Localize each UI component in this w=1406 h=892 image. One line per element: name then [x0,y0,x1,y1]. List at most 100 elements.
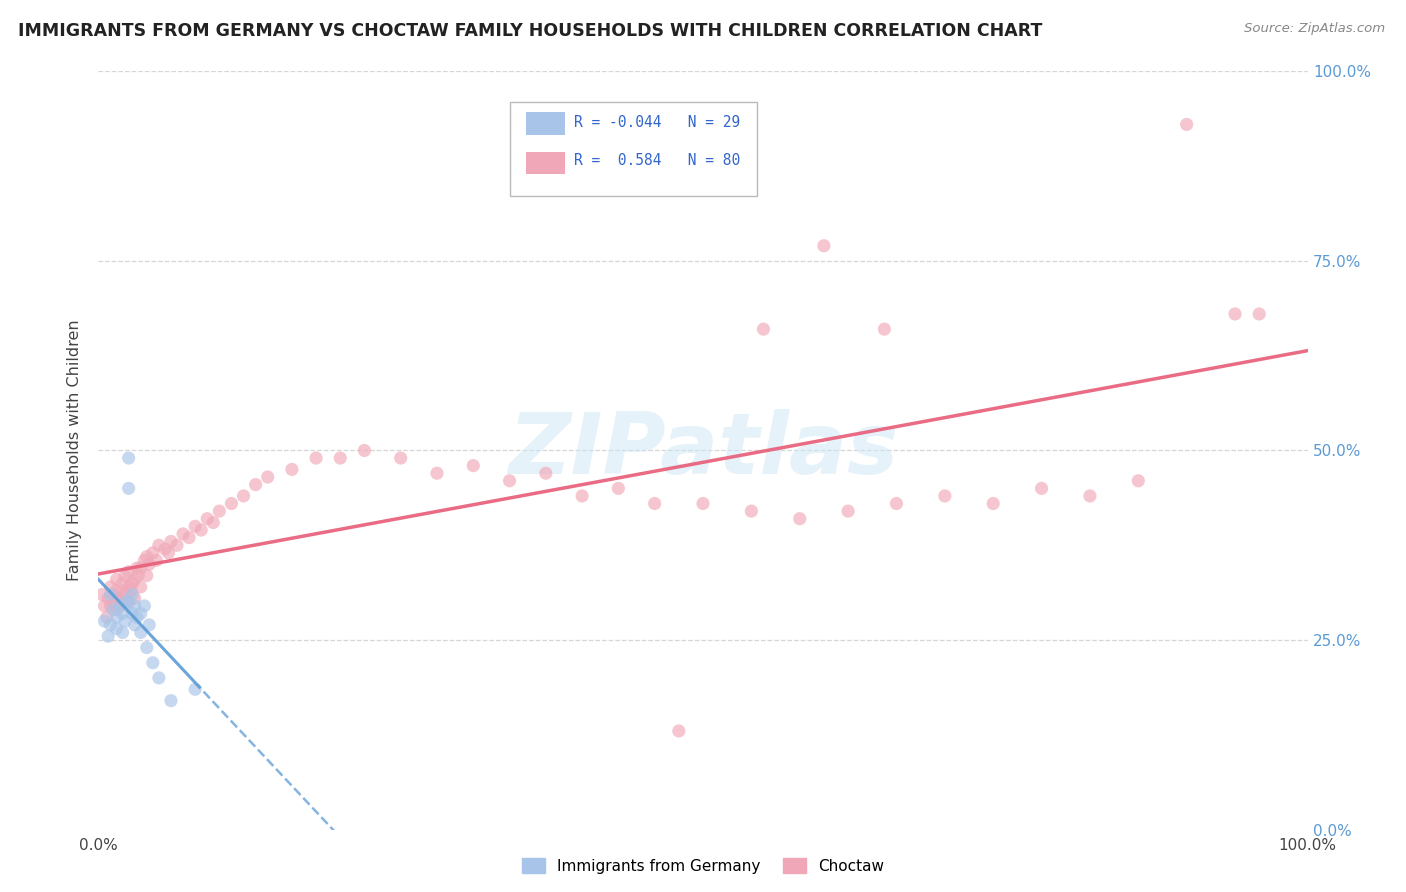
Point [571,489,593,503]
Point [100,617,122,632]
Point [93,614,115,628]
Point [172,526,194,541]
Point [105,583,128,598]
Point [221,496,243,510]
Point [108,599,131,613]
Y-axis label: Family Households with Children: Family Households with Children [67,319,83,582]
Point [426,467,449,481]
Point [873,322,896,336]
Point [607,482,630,496]
Point [127,561,149,575]
Point [138,557,160,572]
Legend: Immigrants from Germany, Choctaw: Immigrants from Germany, Choctaw [516,852,890,880]
Point [142,546,165,560]
Point [134,553,156,567]
Point [118,580,141,594]
Point [305,451,328,466]
Point [134,599,156,613]
Point [118,482,141,496]
Point [114,614,136,628]
Point [1078,489,1101,503]
Point [1128,474,1150,488]
Point [114,595,136,609]
Point [100,588,122,602]
Point [118,565,141,579]
Point [498,474,520,488]
Point [118,595,141,609]
Point [981,496,1004,510]
Point [121,588,143,602]
Point [644,496,666,510]
Point [389,451,412,466]
Point [105,610,128,624]
Point [101,588,124,602]
Point [256,470,278,484]
Point [1249,307,1271,321]
Point [179,531,201,545]
Point [111,583,134,598]
Point [111,576,134,591]
Point [97,629,120,643]
Point [1175,117,1198,131]
Point [91,588,114,602]
Point [202,516,225,530]
Point [145,553,167,567]
Point [135,640,157,655]
Point [111,625,134,640]
Point [1223,307,1246,321]
Point [108,591,131,606]
Point [789,512,811,526]
Point [1031,482,1053,496]
Point [886,496,908,510]
Point [111,607,134,621]
Text: IMMIGRANTS FROM GERMANY VS CHOCTAW FAMILY HOUSEHOLDS WITH CHILDREN CORRELATION C: IMMIGRANTS FROM GERMANY VS CHOCTAW FAMIL… [18,22,1043,40]
Point [114,568,136,582]
Point [118,451,141,466]
Point [105,573,128,587]
Point [111,595,134,609]
Point [463,458,485,473]
Text: R = -0.044   N = 29: R = -0.044 N = 29 [574,115,740,129]
Point [124,573,146,587]
Point [166,538,188,552]
Point [157,546,180,560]
Point [103,595,125,609]
Point [534,467,557,481]
Point [135,549,157,564]
Point [353,443,375,458]
Point [813,238,835,253]
Point [148,538,170,552]
Point [153,542,176,557]
Point [329,451,352,466]
Point [100,580,122,594]
Point [105,603,128,617]
FancyBboxPatch shape [526,152,565,175]
Point [129,607,152,621]
Point [668,724,690,739]
FancyBboxPatch shape [526,112,565,135]
Point [160,694,183,708]
Text: ZIPatlas: ZIPatlas [508,409,898,492]
Point [160,534,183,549]
Point [127,610,149,624]
Point [740,504,762,518]
Point [97,591,120,606]
Point [934,489,956,503]
Point [108,599,131,613]
Point [127,568,149,582]
Point [120,583,142,598]
Point [184,519,207,533]
Point [93,599,115,613]
Point [114,588,136,602]
Point [184,682,207,697]
Point [129,580,152,594]
Point [135,568,157,582]
Point [105,622,128,636]
Point [208,504,231,518]
Point [752,322,775,336]
Point [148,671,170,685]
Point [100,599,122,613]
Point [129,561,152,575]
Point [837,504,859,518]
FancyBboxPatch shape [509,102,758,196]
